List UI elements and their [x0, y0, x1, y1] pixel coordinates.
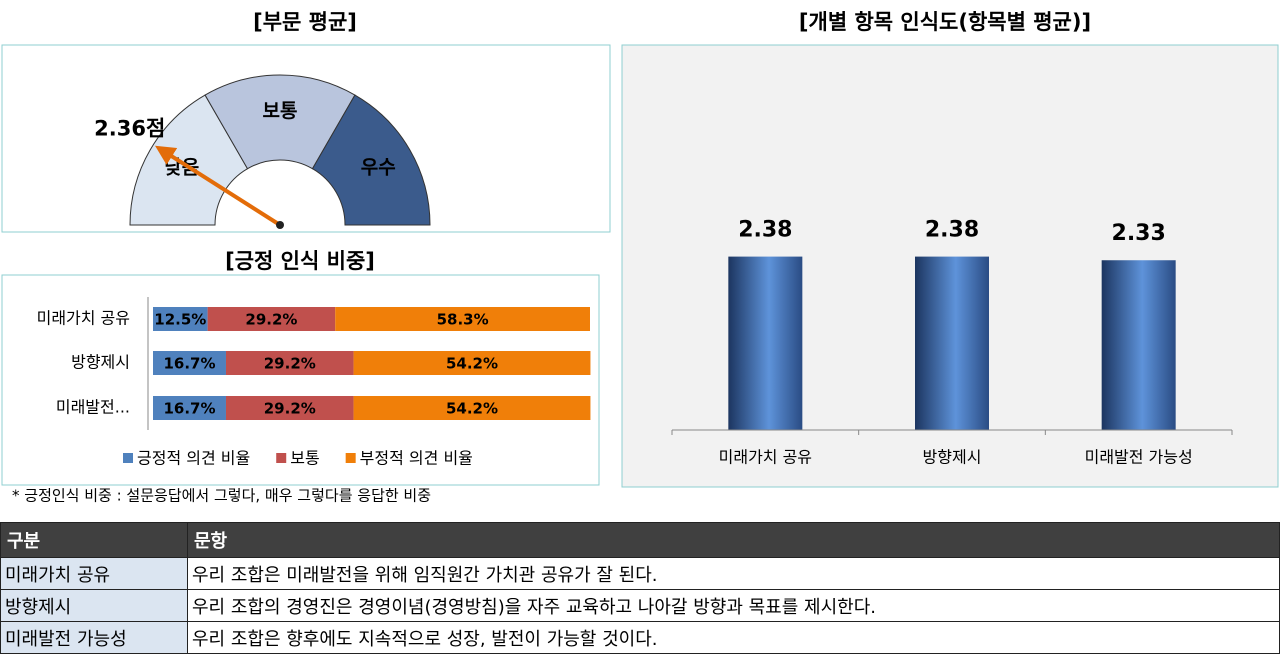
gauge-pointer — [155, 145, 282, 227]
bar-segment — [225, 351, 354, 375]
value-label: 29.2% — [245, 311, 297, 329]
cell: 방향제시 — [0, 589, 188, 622]
value-label: 2.38 — [738, 218, 792, 243]
bar-segment — [225, 396, 354, 420]
item-table: 구분 문항 미래가치 공유 우리 조합은 미래발전을 위해 임직원간 가치관 공유… — [0, 522, 1280, 654]
x-tick-label: 방향제시 — [923, 448, 982, 467]
table-row: 미래발전 가능성 우리 조합은 향후에도 지속적으로 성장, 발전이 가능할 것이… — [0, 621, 1280, 654]
legend-swatch — [123, 453, 133, 463]
header-cell: 구분 — [0, 522, 188, 558]
value-label: 16.7% — [163, 355, 215, 373]
bar-segment — [335, 307, 590, 331]
bar — [915, 256, 989, 430]
value-label: 2.33 — [1112, 221, 1166, 246]
chart-title: [부문 평균] — [253, 10, 357, 34]
cell: 우리 조합은 향후에도 지속적으로 성장, 발전이 가능할 것이다. — [187, 621, 1280, 654]
bar-segment — [353, 396, 591, 420]
table-row: 방향제시 우리 조합의 경영진은 경영이념(경영방침)을 자주 교육하고 나아갈 … — [0, 589, 1280, 622]
gauge-label: 낮음 — [164, 157, 199, 179]
chart-title: [개별 항목 인식도(항목별 평균)] — [799, 10, 1091, 34]
x-tick-label: 미래가치 공유 — [719, 448, 812, 467]
cell: 우리 조합의 경영진은 경영이념(경영방침)을 자주 교육하고 나아갈 방향과 … — [187, 589, 1280, 622]
legend-label: 부정적 의견 비율 — [360, 449, 473, 468]
gauge-value: 2.36점 — [94, 117, 165, 141]
bar-segment — [207, 307, 336, 331]
charts: [부문 평균] [긍정 인식 비중] [개별 항목 인식도(항목별 평균)] *… — [1, 10, 1279, 505]
bar-segment — [153, 396, 226, 420]
value-label: 16.7% — [163, 400, 215, 418]
cell: 미래가치 공유 — [0, 557, 188, 590]
y-tick-label: 방향제시 — [71, 353, 130, 372]
cell: 우리 조합은 미래발전을 위해 임직원간 가치관 공유가 잘 된다. — [187, 557, 1280, 590]
value-label: 2.38 — [925, 218, 979, 243]
chart-title: [긍정 인식 비중] — [225, 249, 375, 273]
legend-swatch — [276, 453, 287, 463]
gauge-segment — [311, 94, 431, 226]
x-tick-label: 미래발전 가능성 — [1085, 448, 1193, 467]
pointer-hub — [276, 221, 284, 229]
bar-segment — [353, 351, 591, 375]
legend-label: 보통 — [290, 449, 319, 468]
value-label: 58.3% — [437, 311, 489, 329]
value-label: 12.5% — [154, 311, 206, 329]
value-label: 54.2% — [446, 355, 498, 373]
legend-label: 긍정적 의견 비율 — [137, 449, 250, 468]
value-label: 54.2% — [446, 400, 498, 418]
table-row: 미래가치 공유 우리 조합은 미래발전을 위해 임직원간 가치관 공유가 잘 된다… — [0, 557, 1280, 590]
gauge-label: 보통 — [263, 100, 298, 122]
header-cell: 문항 — [187, 522, 1280, 558]
value-label: 29.2% — [264, 355, 316, 373]
gauge-label: 우수 — [361, 157, 396, 179]
footnote: * 긍정인식 비중 : 설문응답에서 그렇다, 매우 그렇다를 응답한 비중 — [12, 487, 431, 505]
value-label: 29.2% — [264, 400, 316, 418]
gauge-segment — [204, 74, 356, 170]
bar-segment — [153, 307, 208, 331]
y-tick-label: 미래발전... — [56, 398, 130, 417]
gauge-segment — [129, 94, 249, 226]
bar-segment — [153, 351, 226, 375]
legend-swatch — [345, 453, 356, 463]
table-header: 구분 문항 — [0, 522, 1280, 558]
bar — [1101, 260, 1176, 430]
cell: 미래발전 가능성 — [0, 621, 188, 654]
bar — [728, 256, 803, 430]
y-tick-label: 미래가치 공유 — [37, 309, 130, 328]
